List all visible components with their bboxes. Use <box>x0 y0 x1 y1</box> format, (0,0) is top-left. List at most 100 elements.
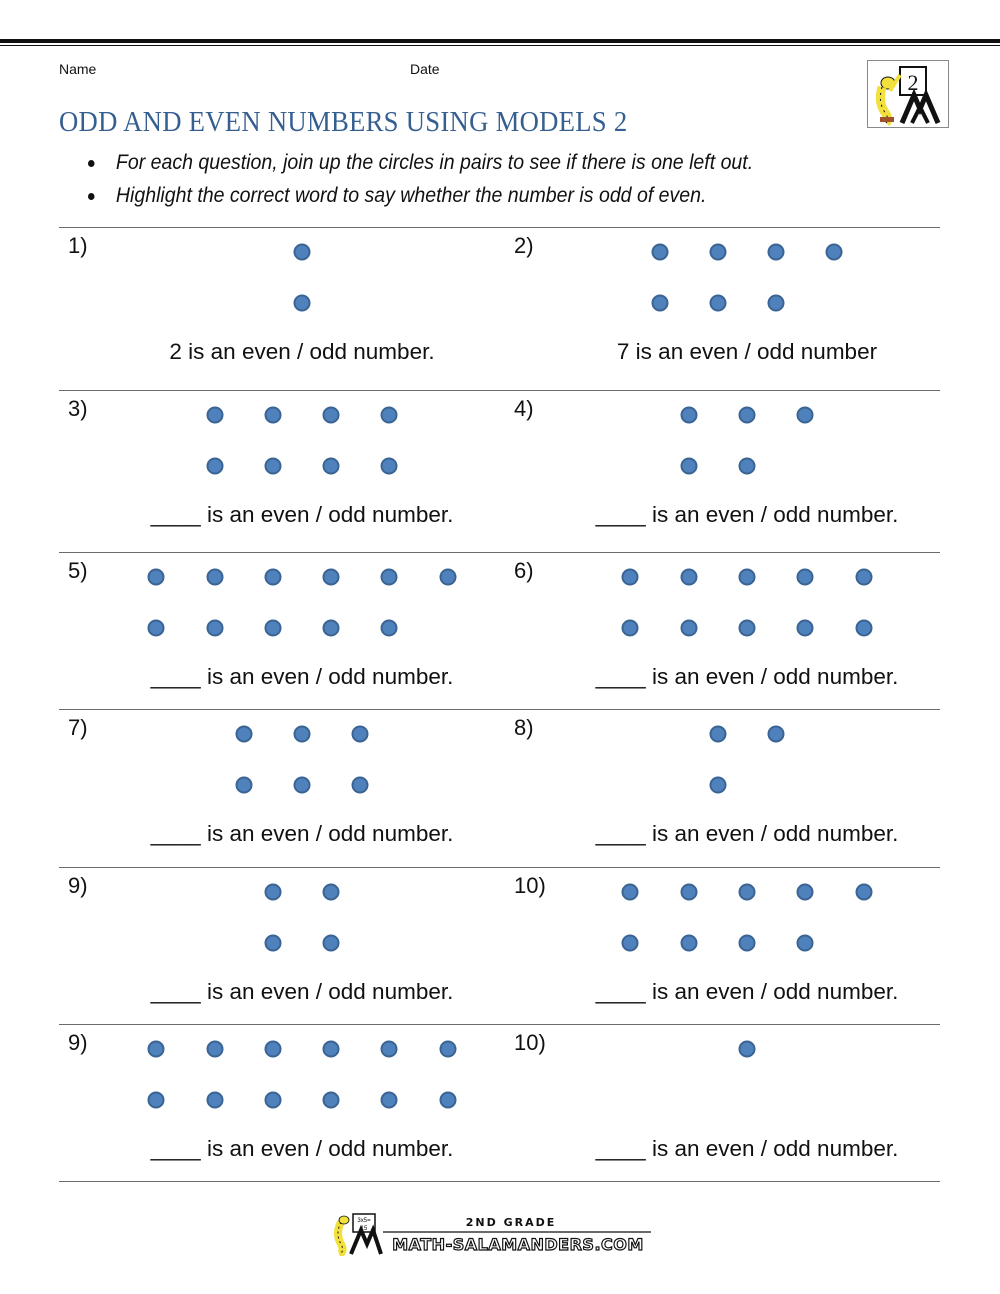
circle-counter-icon[interactable] <box>796 406 814 424</box>
circle-counter-icon[interactable] <box>206 568 224 586</box>
question-number: 7) <box>68 715 88 740</box>
row-divider <box>59 1181 940 1182</box>
answer-sentence[interactable]: 7 is an even / odd number <box>616 339 878 364</box>
circle-counter-icon[interactable] <box>322 457 340 475</box>
answer-sentence[interactable]: ____ is an even / odd number. <box>595 502 899 527</box>
circle-counter-icon[interactable] <box>680 619 698 637</box>
circle-counter-icon[interactable] <box>738 883 756 901</box>
row-divider <box>59 867 940 868</box>
circle-counter-icon[interactable] <box>264 406 282 424</box>
circle-counter-icon[interactable] <box>206 1040 224 1058</box>
answer-sentence[interactable]: ____ is an even / odd number. <box>150 1136 454 1161</box>
circle-counter-icon[interactable] <box>380 1091 398 1109</box>
circle-counter-icon[interactable] <box>621 619 639 637</box>
circle-counter-icon[interactable] <box>738 1040 756 1058</box>
row-divider <box>59 390 940 391</box>
circle-counter-icon[interactable] <box>322 619 340 637</box>
circle-counter-icon[interactable] <box>825 243 843 261</box>
circle-counter-icon[interactable] <box>380 619 398 637</box>
circle-counter-icon[interactable] <box>264 457 282 475</box>
circle-counter-icon[interactable] <box>147 619 165 637</box>
circle-counter-icon[interactable] <box>380 1040 398 1058</box>
math-salamanders-footer-logo: 3x5= 15 2ND GRADE MATH-SALAMANDERS.COM <box>333 1212 655 1258</box>
circle-counter-icon[interactable] <box>206 406 224 424</box>
circle-counter-icon[interactable] <box>738 457 756 475</box>
circle-counter-icon[interactable] <box>738 568 756 586</box>
circle-counter-icon[interactable] <box>651 243 669 261</box>
answer-sentence[interactable]: ____ is an even / odd number. <box>150 502 454 527</box>
circle-counter-icon[interactable] <box>738 934 756 952</box>
answer-sentence[interactable]: ____ is an even / odd number. <box>595 821 899 846</box>
answer-sentence[interactable]: ____ is an even / odd number. <box>595 664 899 689</box>
circle-counter-icon[interactable] <box>322 1091 340 1109</box>
circle-counter-icon[interactable] <box>709 776 727 794</box>
circle-counter-icon[interactable] <box>235 776 253 794</box>
circle-counter-icon[interactable] <box>709 243 727 261</box>
circle-counter-icon[interactable] <box>322 568 340 586</box>
answer-sentence[interactable]: 2 is an even / odd number. <box>169 339 435 364</box>
circle-counter-icon[interactable] <box>767 294 785 312</box>
circle-counter-icon[interactable] <box>322 1040 340 1058</box>
circle-counter-icon[interactable] <box>855 619 873 637</box>
circle-counter-icon[interactable] <box>322 883 340 901</box>
question-number: 6) <box>514 558 534 583</box>
circle-counter-icon[interactable] <box>264 1091 282 1109</box>
circle-counter-icon[interactable] <box>147 1091 165 1109</box>
circle-counter-icon[interactable] <box>767 243 785 261</box>
circle-counter-icon[interactable] <box>264 1040 282 1058</box>
circle-counter-icon[interactable] <box>351 725 369 743</box>
circle-counter-icon[interactable] <box>322 406 340 424</box>
circle-counter-icon[interactable] <box>767 725 785 743</box>
answer-sentence[interactable]: ____ is an even / odd number. <box>595 1136 899 1161</box>
circle-counter-icon[interactable] <box>439 1040 457 1058</box>
circle-counter-icon[interactable] <box>796 883 814 901</box>
circle-counter-icon[interactable] <box>235 725 253 743</box>
circle-counter-icon[interactable] <box>796 568 814 586</box>
answer-sentence[interactable]: ____ is an even / odd number. <box>150 821 454 846</box>
circle-counter-icon[interactable] <box>264 568 282 586</box>
circle-counter-icon[interactable] <box>738 406 756 424</box>
circle-counter-icon[interactable] <box>621 934 639 952</box>
circle-counter-icon[interactable] <box>680 457 698 475</box>
circle-counter-icon[interactable] <box>380 457 398 475</box>
circle-counter-icon[interactable] <box>439 568 457 586</box>
circle-counter-icon[interactable] <box>796 934 814 952</box>
circle-counter-icon[interactable] <box>293 776 311 794</box>
circle-counter-icon[interactable] <box>206 1091 224 1109</box>
circle-counter-icon[interactable] <box>439 1091 457 1109</box>
circle-counter-icon[interactable] <box>293 725 311 743</box>
question-number: 2) <box>514 233 534 258</box>
circle-counter-icon[interactable] <box>621 883 639 901</box>
circle-counter-icon[interactable] <box>380 568 398 586</box>
svg-text:MATH-SALAMANDERS.COM: MATH-SALAMANDERS.COM <box>392 1235 644 1254</box>
circle-counter-icon[interactable] <box>709 725 727 743</box>
circle-counter-icon[interactable] <box>651 294 669 312</box>
circle-counter-icon[interactable] <box>264 934 282 952</box>
circle-counter-icon[interactable] <box>322 934 340 952</box>
circle-counter-icon[interactable] <box>380 406 398 424</box>
circle-counter-icon[interactable] <box>621 568 639 586</box>
circle-counter-icon[interactable] <box>264 619 282 637</box>
circle-counter-icon[interactable] <box>738 619 756 637</box>
circle-counter-icon[interactable] <box>709 294 727 312</box>
circle-counter-icon[interactable] <box>680 406 698 424</box>
circle-counter-icon[interactable] <box>855 568 873 586</box>
circle-counter-icon[interactable] <box>206 457 224 475</box>
circle-counter-icon[interactable] <box>680 883 698 901</box>
question-number: 10) <box>514 873 546 898</box>
circle-counter-icon[interactable] <box>680 568 698 586</box>
circle-counter-icon[interactable] <box>147 568 165 586</box>
circle-counter-icon[interactable] <box>855 883 873 901</box>
circle-counter-icon[interactable] <box>293 243 311 261</box>
question-number: 10) <box>514 1030 546 1055</box>
circle-counter-icon[interactable] <box>264 883 282 901</box>
circle-counter-icon[interactable] <box>147 1040 165 1058</box>
circle-counter-icon[interactable] <box>680 934 698 952</box>
circle-counter-icon[interactable] <box>796 619 814 637</box>
circle-counter-icon[interactable] <box>293 294 311 312</box>
circle-counter-icon[interactable] <box>351 776 369 794</box>
answer-sentence[interactable]: ____ is an even / odd number. <box>150 979 454 1004</box>
answer-sentence[interactable]: ____ is an even / odd number. <box>150 664 454 689</box>
answer-sentence[interactable]: ____ is an even / odd number. <box>595 979 899 1004</box>
circle-counter-icon[interactable] <box>206 619 224 637</box>
